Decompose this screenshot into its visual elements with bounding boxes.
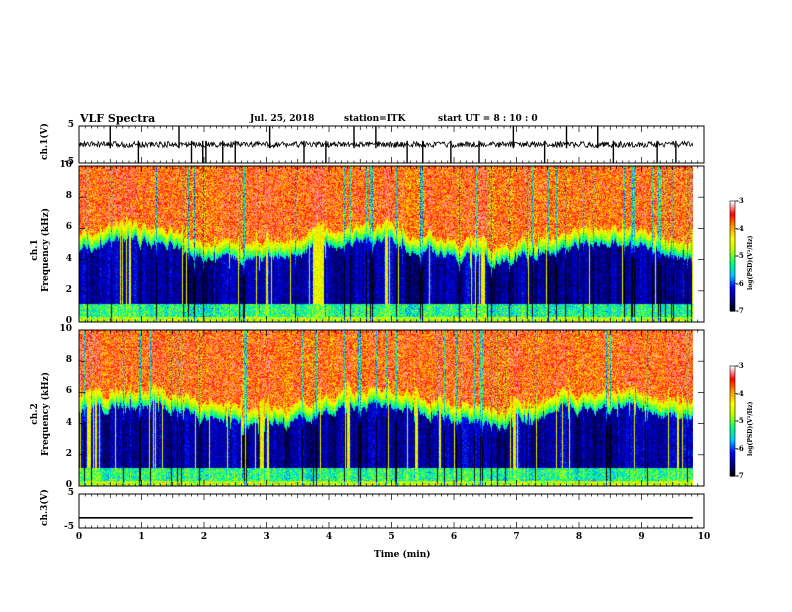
x-tick-5: 5 bbox=[388, 532, 395, 542]
ch2-freq-ytick-4: 8 bbox=[65, 355, 72, 366]
colorbar2-tick-2: -5 bbox=[736, 416, 744, 425]
ch1-freq-ytick-2: 4 bbox=[65, 253, 72, 264]
x-axis-label: Time (min) bbox=[374, 550, 431, 560]
x-tick-3: 3 bbox=[263, 532, 270, 542]
ch1-freq-ylabel: ch.1 Frequency (kHz) bbox=[30, 208, 52, 292]
colorbar1-tick-0: -3 bbox=[736, 196, 744, 205]
date-label: Jul. 25, 2018 bbox=[250, 114, 315, 124]
ch1-freq-ytick-3: 6 bbox=[65, 222, 72, 233]
x-tick-8: 8 bbox=[575, 532, 583, 542]
chart-title: VLF Spectra bbox=[80, 112, 156, 125]
ch1-freq-ytick-0: 0 bbox=[65, 316, 72, 326]
colorbar2-label: log(PSD)(V²/Hz) bbox=[747, 401, 754, 456]
colorbar1-tick-1: -4 bbox=[736, 223, 744, 233]
colorbar2-tick-1: -4 bbox=[736, 388, 744, 398]
ch1-spectrogram-image bbox=[79, 166, 693, 322]
x-tick-9: 9 bbox=[638, 532, 645, 542]
ch1-freq-ytick-4: 8 bbox=[65, 191, 72, 202]
ch3-waveform-line-ytick-1: -5 bbox=[64, 522, 74, 532]
x-tick-10: 10 bbox=[697, 532, 711, 542]
ch2-freq-ylabel: ch.2 Frequency (kHz) bbox=[30, 372, 52, 456]
ch1-freq-ylabel-text: ch.1 Frequency (kHz) bbox=[30, 207, 51, 292]
ch2-freq-ytick-1: 2 bbox=[65, 448, 72, 459]
x-tick-7: 7 bbox=[513, 532, 520, 542]
ch1-waveform-line-ytick-0: 5 bbox=[67, 120, 74, 130]
x-tick-1: 1 bbox=[138, 532, 145, 542]
ch1-freq-ytick-1: 2 bbox=[65, 284, 72, 295]
ch2-freq-ytick-3: 6 bbox=[65, 386, 72, 397]
station-label: station=ITK bbox=[344, 114, 406, 124]
x-tick-2: 2 bbox=[200, 532, 208, 542]
ch1-waveform-line-ytick-1: -5 bbox=[64, 157, 74, 167]
x-tick-6: 6 bbox=[450, 532, 458, 542]
colorbar1-tick-2: -5 bbox=[736, 251, 744, 260]
start-time-label: start UT = 8 : 10 : 0 bbox=[438, 114, 538, 124]
colorbar1-label: log(PSD)(V²/Hz) bbox=[747, 235, 754, 290]
ch2-freq-ytick-0: 0 bbox=[65, 480, 72, 490]
ch2-freq-ytick-5: 10 bbox=[59, 324, 72, 334]
ch1-waveform-ylabel: ch.1(V) bbox=[40, 123, 50, 160]
ch3-waveform-line-ytick-0: 5 bbox=[67, 488, 74, 498]
ch2-freq-ylabel-text: ch.2 Frequency (kHz) bbox=[30, 371, 51, 456]
colorbar1-tick-4: -7 bbox=[736, 306, 744, 315]
colorbar2-tick-0: -3 bbox=[736, 361, 744, 370]
colorbar2-tick-3: -6 bbox=[736, 443, 744, 453]
x-tick-0: 0 bbox=[75, 532, 83, 542]
colorbar1-tick-3: -6 bbox=[736, 278, 744, 288]
colorbar2-tick-4: -7 bbox=[736, 471, 744, 480]
ch2-freq-ytick-2: 4 bbox=[65, 417, 72, 428]
ch3-waveform-ylabel: ch.3(V) bbox=[40, 489, 50, 526]
x-tick-4: 4 bbox=[325, 532, 333, 542]
ch1-freq-ytick-5: 10 bbox=[59, 160, 72, 170]
ch1-waveform-line bbox=[78, 140, 694, 149]
ch2-spectrogram-image bbox=[79, 330, 693, 486]
